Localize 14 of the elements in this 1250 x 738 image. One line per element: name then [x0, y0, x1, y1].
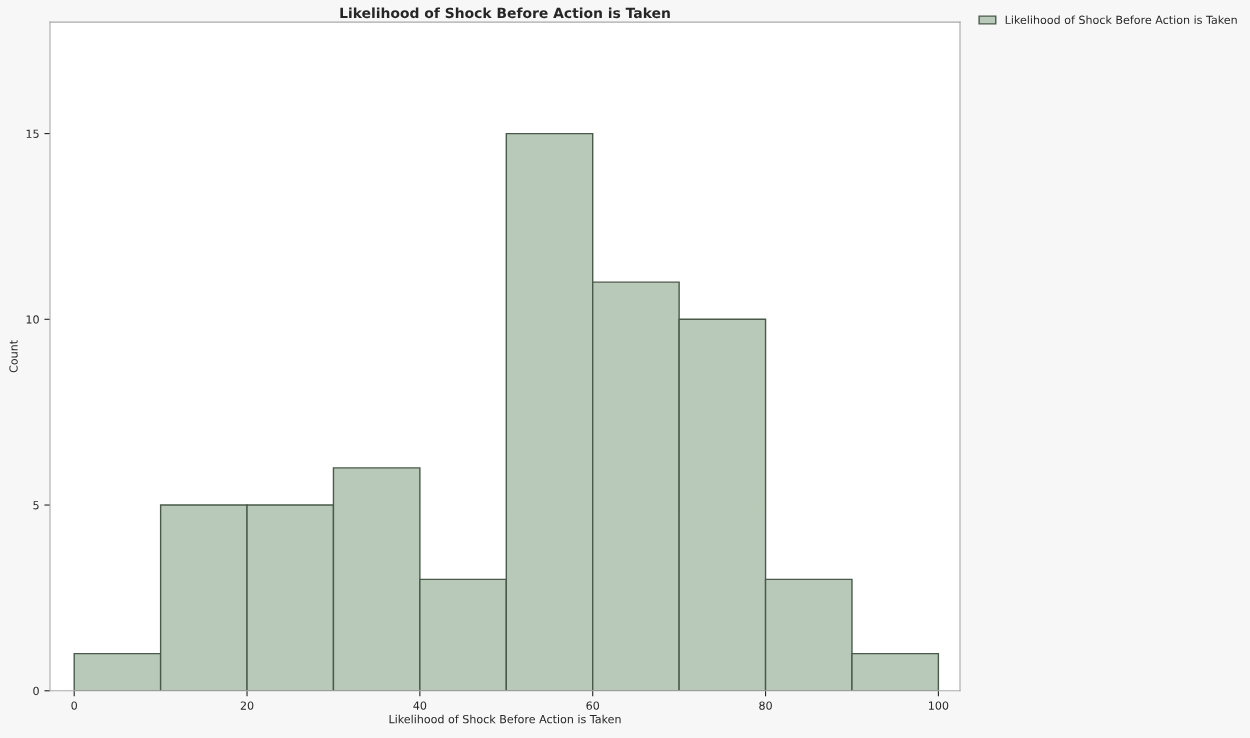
x-tick-label: 0	[71, 701, 77, 710]
y-tick-label: 10	[26, 315, 39, 324]
x-tick-label: 60	[586, 701, 600, 710]
y-axis-title: Count	[9, 340, 18, 373]
legend-label: Likelihood of Shock Before Action is Taken	[1005, 15, 1237, 25]
y-tick-label: 5	[33, 501, 39, 510]
y-tick-label: 0	[33, 686, 39, 696]
chart-title: Likelihood of Shock Before Action is Taken	[340, 7, 670, 19]
x-tick-label: 40	[413, 701, 427, 710]
y-tick-label: 15	[26, 129, 39, 138]
x-axis-title: Likelihood of Shock Before Action is Taken	[389, 714, 621, 724]
x-tick-label: 100	[929, 701, 949, 710]
x-tick-label: 20	[240, 701, 254, 710]
x-tick-label: 80	[759, 701, 772, 710]
